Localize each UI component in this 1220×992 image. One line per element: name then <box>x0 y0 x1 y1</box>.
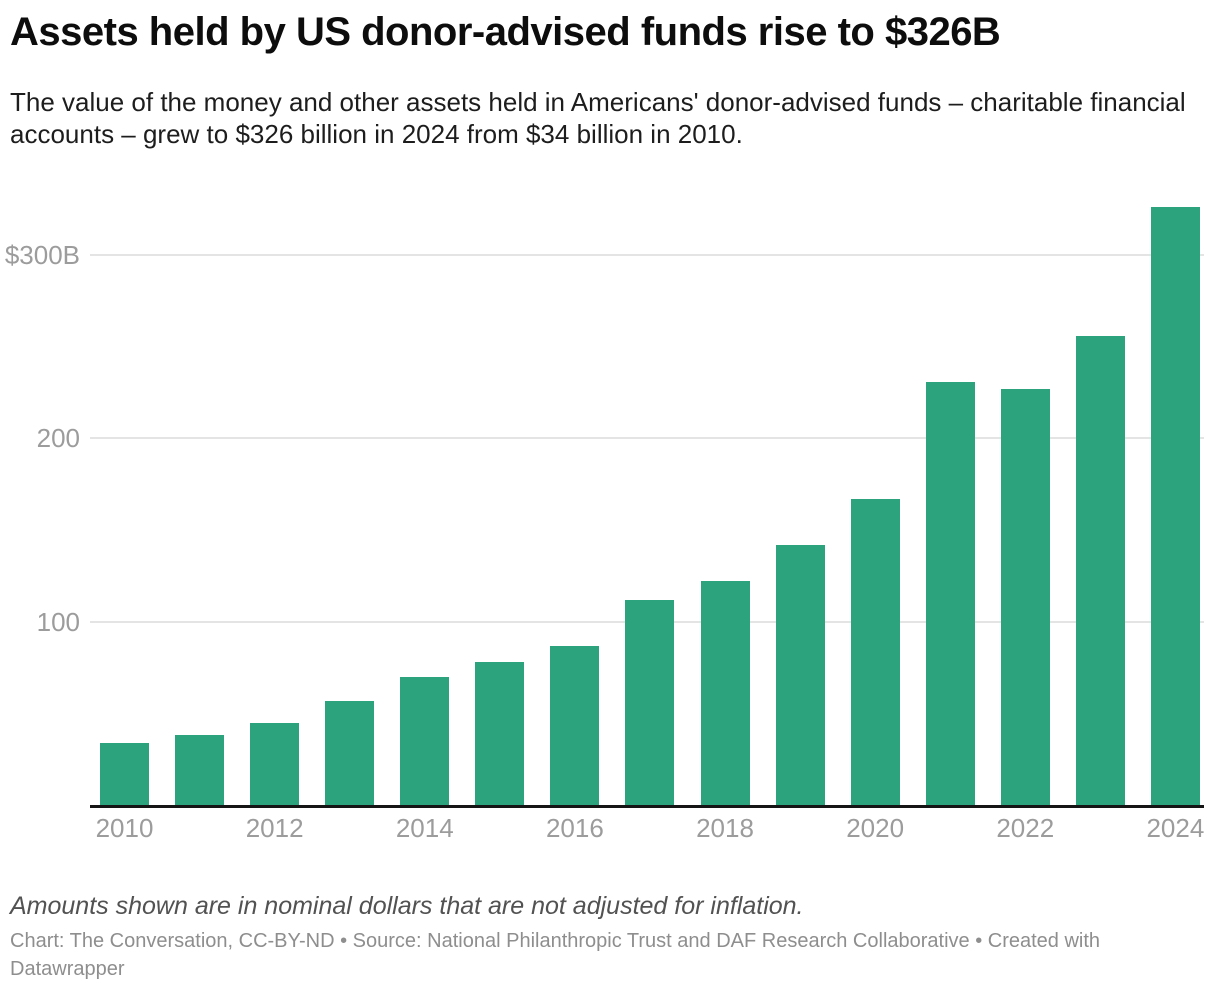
y-tick-label-200: 200 <box>36 423 80 454</box>
chart-footer: Amounts shown are in nominal dollars tha… <box>0 841 1220 983</box>
footnote: Amounts shown are in nominal dollars tha… <box>10 892 804 920</box>
x-tick-slot-2017 <box>625 815 674 841</box>
x-tick-slot-2023 <box>1076 815 1125 841</box>
plot-area: 100 200 $300B <box>5 190 1204 808</box>
x-tick-slot-2019 <box>776 815 825 841</box>
gridline-200 <box>90 437 1204 440</box>
x-tick-label-2010: 2010 <box>95 813 154 843</box>
x-tick-label-2014: 2014 <box>395 813 454 843</box>
bars-container <box>100 190 1200 805</box>
x-axis-labels: 2010 2012 2014 2016 2018 2020 2022 2024 <box>90 813 1205 843</box>
bar-2017[interactable] <box>625 599 675 805</box>
credit-line: Chart: The Conversation, CC-BY-ND • Sour… <box>10 930 1101 980</box>
bar-2011[interactable] <box>175 735 225 805</box>
bar-2014[interactable] <box>400 676 450 805</box>
bar-2021[interactable] <box>925 381 975 805</box>
bar-2023[interactable] <box>1075 335 1125 805</box>
x-tick-label-2024: 2024 <box>1146 813 1205 843</box>
x-tick-label-2012: 2012 <box>245 813 304 843</box>
x-tick-label-2022: 2022 <box>996 813 1055 843</box>
bar-2020[interactable] <box>850 498 900 805</box>
y-tick-label-100: 100 <box>36 606 80 637</box>
bar-2013[interactable] <box>325 700 375 805</box>
bar-2019[interactable] <box>775 544 825 805</box>
bar-2022[interactable] <box>1000 388 1050 805</box>
x-tick-label-2020: 2020 <box>846 813 905 843</box>
x-axis-baseline <box>90 805 1204 808</box>
bar-2016[interactable] <box>550 645 600 805</box>
x-tick-slot-2021 <box>926 815 975 841</box>
x-tick-label-2018: 2018 <box>696 813 754 843</box>
x-tick-slot-2015 <box>475 815 524 841</box>
x-tick-label-2016: 2016 <box>545 813 604 843</box>
y-tick-label-300: $300B <box>4 240 80 270</box>
chart-title: Assets held by US donor-advised funds ri… <box>10 10 1001 54</box>
chart-header: Assets held by US donor-advised funds ri… <box>0 0 1220 150</box>
gridline-300 <box>90 254 1204 256</box>
bar-2024[interactable] <box>1150 207 1200 805</box>
x-tick-slot-2011 <box>175 815 224 841</box>
bar-2018[interactable] <box>700 581 750 805</box>
bar-2010[interactable] <box>100 742 149 805</box>
x-tick-slot-2013 <box>325 815 374 841</box>
chart-subtitle: The value of the money and other assets … <box>10 87 1186 149</box>
bar-2015[interactable] <box>475 662 525 805</box>
bar-2012[interactable] <box>250 722 300 805</box>
